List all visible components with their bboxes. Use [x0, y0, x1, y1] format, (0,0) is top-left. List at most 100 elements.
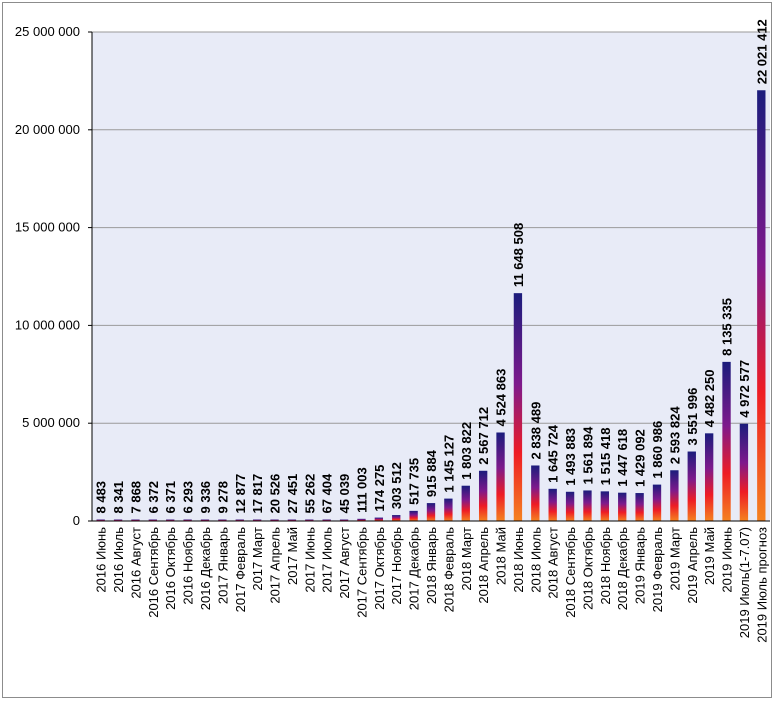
x-tick-label: 2017 Апрель: [268, 527, 283, 604]
bar: [600, 491, 610, 521]
bar: [357, 518, 366, 521]
data-label: 4 972 577: [737, 360, 752, 418]
x-tick-label: 2019 Май: [702, 527, 717, 585]
data-label: 174 275: [372, 465, 387, 512]
data-label: 6 371: [163, 481, 178, 514]
data-label: 6 293: [181, 481, 196, 514]
x-tick-label: 2016 Июнь: [94, 527, 109, 593]
x-tick-label: 2016 Декабрь: [198, 527, 213, 610]
bar: [113, 519, 123, 521]
bar-chart: 0 5 000 000 10 000 000 15 000 000 20 000 000…: [15, 19, 770, 643]
data-labels: 8 483 8 341 7 868 6 372 6 371 6 293 9 336 9 278…: [94, 19, 770, 513]
x-tick-label: 2017 Август: [337, 527, 352, 599]
bar: [409, 510, 418, 521]
x-tick-label: 2019 Июль прогноз: [754, 527, 769, 643]
data-label: 55 262: [302, 474, 317, 514]
x-tick-label: 2017 Сентябрь: [354, 527, 369, 618]
bar: [496, 432, 505, 521]
x-tick-label: 2018 Ноябрь: [598, 527, 613, 605]
bar: [618, 492, 627, 521]
y-tick-label: 20 000 000: [15, 122, 80, 137]
data-label: 45 039: [337, 474, 352, 514]
bar: [444, 498, 453, 521]
x-tick-label: 2019 Июнь: [720, 527, 735, 593]
bar: [478, 470, 488, 521]
x-tick-label: 2018 Июль: [528, 527, 543, 593]
x-tick-label: 2017 Февраль: [233, 527, 248, 613]
bar: [270, 519, 279, 521]
y-tick-label: 15 000 000: [15, 220, 80, 235]
data-label: 1 860 986: [650, 421, 665, 479]
bar: [531, 465, 540, 521]
data-label: 8 341: [111, 481, 126, 514]
bar: [339, 519, 349, 521]
data-label: 7 868: [128, 481, 143, 514]
data-label: 17 817: [250, 474, 265, 514]
x-tick-label: 2018 Сентябрь: [563, 527, 578, 618]
bars: [96, 90, 766, 522]
y-tick-label: 0: [73, 513, 80, 528]
x-tick-label: 2016 Октябрь: [163, 527, 178, 610]
bar: [392, 515, 401, 521]
plot-area: [92, 32, 770, 521]
data-label: 915 884: [424, 449, 439, 497]
x-tick-label: 2018 Декабрь: [615, 527, 630, 610]
x-tick-label: 2017 Март: [250, 527, 265, 591]
x-tick-label: 2017 Октябрь: [372, 527, 387, 610]
bar: [757, 90, 766, 522]
x-tick-label: 2019 Январь: [633, 527, 648, 604]
x-tick-label: 2018 Март: [459, 527, 474, 591]
x-tick-label: 2017 Июнь: [302, 527, 317, 593]
bar: [287, 519, 297, 521]
data-label: 8 135 335: [720, 298, 735, 356]
y-axis: 0 5 000 000 10 000 000 15 000 000 20 000 000…: [15, 24, 93, 528]
x-tick-label: 2016 Август: [128, 527, 143, 599]
data-label: 4 482 250: [702, 369, 717, 427]
bar: [252, 519, 262, 521]
x-tick-label: 2018 Январь: [424, 527, 439, 604]
data-label: 1 515 418: [598, 428, 613, 486]
bar: [235, 519, 244, 521]
bar: [670, 470, 679, 521]
data-label: 20 526: [268, 474, 283, 514]
x-tick-label: 2016 Июль: [111, 527, 126, 593]
bar: [565, 491, 575, 521]
data-label: 517 735: [407, 458, 422, 505]
data-label: 303 512: [389, 462, 404, 509]
x-tick-label: 2017 Декабрь: [407, 527, 422, 610]
data-label: 1 645 724: [546, 424, 561, 483]
x-tick-label: 2017 Январь: [215, 527, 230, 604]
x-tick-label: 2017 Ноябрь: [389, 527, 404, 605]
bar: [652, 484, 662, 521]
y-tick-label: 10 000 000: [15, 317, 80, 332]
x-tick-label: 2018 Февраль: [441, 527, 456, 613]
bar: [461, 485, 470, 521]
data-label: 111 003: [354, 467, 369, 513]
bar: [426, 503, 436, 521]
bar: [635, 493, 644, 521]
data-label: 2 593 824: [667, 406, 682, 465]
data-label: 1 447 618: [615, 429, 630, 487]
bar: [148, 519, 158, 521]
data-label: 6 372: [146, 481, 161, 514]
x-tick-label: 2019 Июль(1-7.07): [737, 527, 752, 638]
bar: [305, 519, 314, 521]
bar: [548, 488, 557, 521]
x-tick-label: 2017 Июль: [320, 527, 335, 593]
x-tick-label: 2016 Ноябрь: [181, 527, 196, 605]
x-axis: 2016 Июнь 2016 Июль 2016 Август 2016 Сентяб…: [92, 520, 770, 643]
data-label: 1 803 822: [459, 422, 474, 480]
x-tick-label: 2019 Март: [667, 527, 682, 591]
data-label: 3 551 996: [685, 388, 700, 446]
data-label: 2 567 712: [476, 407, 491, 465]
data-label: 1 493 883: [563, 428, 578, 486]
bar: [322, 519, 331, 521]
y-tick-label: 25 000 000: [15, 24, 80, 39]
x-tick-label: 2018 Октябрь: [580, 527, 595, 610]
bar: [131, 519, 140, 521]
y-tick-label: 5 000 000: [22, 415, 80, 430]
bar: [583, 490, 592, 521]
bar: [739, 423, 749, 521]
x-tick-label: 2018 Май: [494, 527, 509, 585]
